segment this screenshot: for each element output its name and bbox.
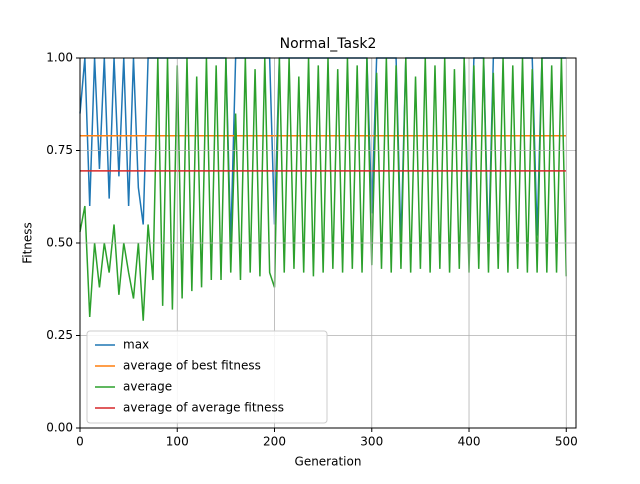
x-axis-label: Generation	[295, 455, 362, 469]
y-tick-label: 1.00	[46, 51, 73, 65]
y-tick-label: 0.25	[46, 328, 73, 342]
x-tick-label: 300	[360, 435, 383, 449]
legend-label: average	[123, 380, 172, 394]
legend-box	[86, 330, 328, 424]
x-tick-label: 500	[555, 435, 578, 449]
y-tick-label: 0.50	[46, 236, 73, 250]
legend-label: average of average fitness	[123, 401, 284, 415]
y-tick-label: 0.75	[46, 143, 73, 157]
legend-label: max	[123, 338, 149, 352]
chart-title: Normal_Task2	[280, 36, 377, 52]
x-tick-label: 400	[458, 435, 481, 449]
x-tick-label: 100	[166, 435, 189, 449]
x-tick-label: 0	[76, 435, 84, 449]
x-tick-label: 200	[263, 435, 286, 449]
series-line	[79, 57, 568, 321]
y-axis-label: Fitness	[21, 222, 35, 264]
plot-frame	[79, 57, 577, 429]
y-tick-label: 0.00	[46, 421, 73, 435]
legend-label: average of best fitness	[123, 359, 261, 373]
